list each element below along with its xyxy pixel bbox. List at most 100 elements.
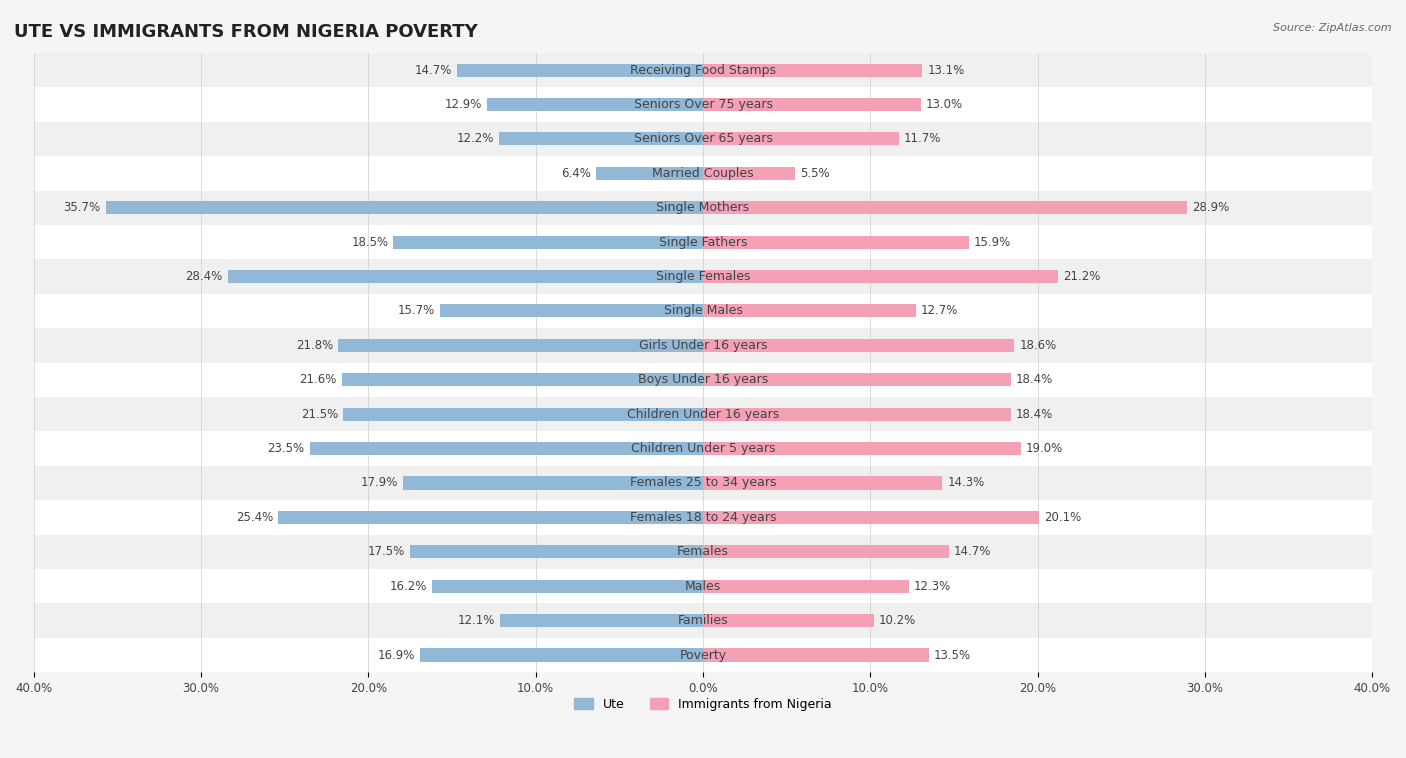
- Text: 12.2%: 12.2%: [457, 133, 494, 146]
- Bar: [34, 225, 1372, 259]
- Bar: [34, 397, 1372, 431]
- Text: Poverty: Poverty: [679, 649, 727, 662]
- Text: 28.4%: 28.4%: [186, 270, 222, 283]
- Bar: [703, 408, 1011, 421]
- Text: 28.9%: 28.9%: [1192, 201, 1229, 215]
- Text: 18.4%: 18.4%: [1017, 373, 1053, 387]
- Text: 17.5%: 17.5%: [368, 545, 405, 559]
- Bar: [703, 133, 898, 146]
- Text: 10.2%: 10.2%: [879, 614, 915, 627]
- Bar: [703, 649, 929, 662]
- Text: Seniors Over 65 years: Seniors Over 65 years: [634, 133, 772, 146]
- Bar: [105, 201, 703, 215]
- Text: Children Under 16 years: Children Under 16 years: [627, 408, 779, 421]
- Bar: [457, 64, 703, 77]
- Text: Females 18 to 24 years: Females 18 to 24 years: [630, 511, 776, 524]
- Text: 16.9%: 16.9%: [378, 649, 415, 662]
- Text: Source: ZipAtlas.com: Source: ZipAtlas.com: [1274, 23, 1392, 33]
- Text: 12.1%: 12.1%: [458, 614, 495, 627]
- Text: 16.2%: 16.2%: [389, 580, 427, 593]
- Bar: [34, 500, 1372, 534]
- Text: Single Males: Single Males: [664, 305, 742, 318]
- Bar: [34, 190, 1372, 225]
- Bar: [411, 545, 703, 559]
- Text: 5.5%: 5.5%: [800, 167, 830, 180]
- Text: 14.7%: 14.7%: [955, 545, 991, 559]
- Text: Boys Under 16 years: Boys Under 16 years: [638, 373, 768, 387]
- Text: Single Mothers: Single Mothers: [657, 201, 749, 215]
- Text: Single Fathers: Single Fathers: [659, 236, 747, 249]
- Text: 13.0%: 13.0%: [925, 98, 963, 111]
- Bar: [34, 259, 1372, 294]
- Text: 13.1%: 13.1%: [928, 64, 965, 77]
- Bar: [703, 442, 1021, 455]
- Bar: [34, 534, 1372, 569]
- Bar: [596, 167, 703, 180]
- Bar: [703, 98, 921, 111]
- Bar: [228, 270, 703, 283]
- Text: 14.7%: 14.7%: [415, 64, 451, 77]
- Text: 13.5%: 13.5%: [934, 649, 972, 662]
- Bar: [703, 270, 1057, 283]
- Bar: [34, 431, 1372, 466]
- Text: Females 25 to 34 years: Females 25 to 34 years: [630, 477, 776, 490]
- Bar: [501, 614, 703, 627]
- Bar: [703, 236, 969, 249]
- Text: 21.5%: 21.5%: [301, 408, 339, 421]
- Bar: [703, 614, 873, 627]
- Text: 25.4%: 25.4%: [236, 511, 273, 524]
- Bar: [703, 477, 942, 490]
- Bar: [343, 408, 703, 421]
- Text: 19.0%: 19.0%: [1026, 442, 1063, 455]
- Text: 23.5%: 23.5%: [267, 442, 305, 455]
- Bar: [499, 133, 703, 146]
- Text: 18.6%: 18.6%: [1019, 339, 1056, 352]
- Text: 11.7%: 11.7%: [904, 133, 941, 146]
- Bar: [486, 98, 703, 111]
- Bar: [342, 373, 703, 387]
- Bar: [34, 156, 1372, 190]
- Text: 15.9%: 15.9%: [974, 236, 1011, 249]
- Bar: [432, 580, 703, 593]
- Text: 21.8%: 21.8%: [295, 339, 333, 352]
- Bar: [34, 328, 1372, 362]
- Text: 12.7%: 12.7%: [921, 305, 957, 318]
- Bar: [703, 545, 949, 559]
- Bar: [34, 603, 1372, 637]
- Text: 12.9%: 12.9%: [444, 98, 482, 111]
- Text: Single Females: Single Females: [655, 270, 751, 283]
- Bar: [34, 87, 1372, 122]
- Text: 18.4%: 18.4%: [1017, 408, 1053, 421]
- Bar: [703, 305, 915, 318]
- Text: Females: Females: [678, 545, 728, 559]
- Bar: [703, 167, 794, 180]
- Bar: [309, 442, 703, 455]
- Bar: [34, 362, 1372, 397]
- Bar: [703, 339, 1014, 352]
- Bar: [703, 511, 1039, 524]
- Text: 20.1%: 20.1%: [1045, 511, 1081, 524]
- Bar: [34, 569, 1372, 603]
- Bar: [703, 201, 1187, 215]
- Text: 18.5%: 18.5%: [352, 236, 388, 249]
- Text: Families: Families: [678, 614, 728, 627]
- Text: Children Under 5 years: Children Under 5 years: [631, 442, 775, 455]
- Text: 15.7%: 15.7%: [398, 305, 436, 318]
- Bar: [339, 339, 703, 352]
- Bar: [703, 373, 1011, 387]
- Bar: [34, 294, 1372, 328]
- Text: Males: Males: [685, 580, 721, 593]
- Bar: [34, 637, 1372, 672]
- Legend: Ute, Immigrants from Nigeria: Ute, Immigrants from Nigeria: [569, 693, 837, 716]
- Text: 21.6%: 21.6%: [299, 373, 336, 387]
- Text: 35.7%: 35.7%: [63, 201, 100, 215]
- Bar: [420, 649, 703, 662]
- Text: 21.2%: 21.2%: [1063, 270, 1101, 283]
- Bar: [703, 580, 908, 593]
- Bar: [440, 305, 703, 318]
- Text: Seniors Over 75 years: Seniors Over 75 years: [634, 98, 772, 111]
- Text: UTE VS IMMIGRANTS FROM NIGERIA POVERTY: UTE VS IMMIGRANTS FROM NIGERIA POVERTY: [14, 23, 478, 41]
- Bar: [278, 511, 703, 524]
- Text: Girls Under 16 years: Girls Under 16 years: [638, 339, 768, 352]
- Bar: [34, 466, 1372, 500]
